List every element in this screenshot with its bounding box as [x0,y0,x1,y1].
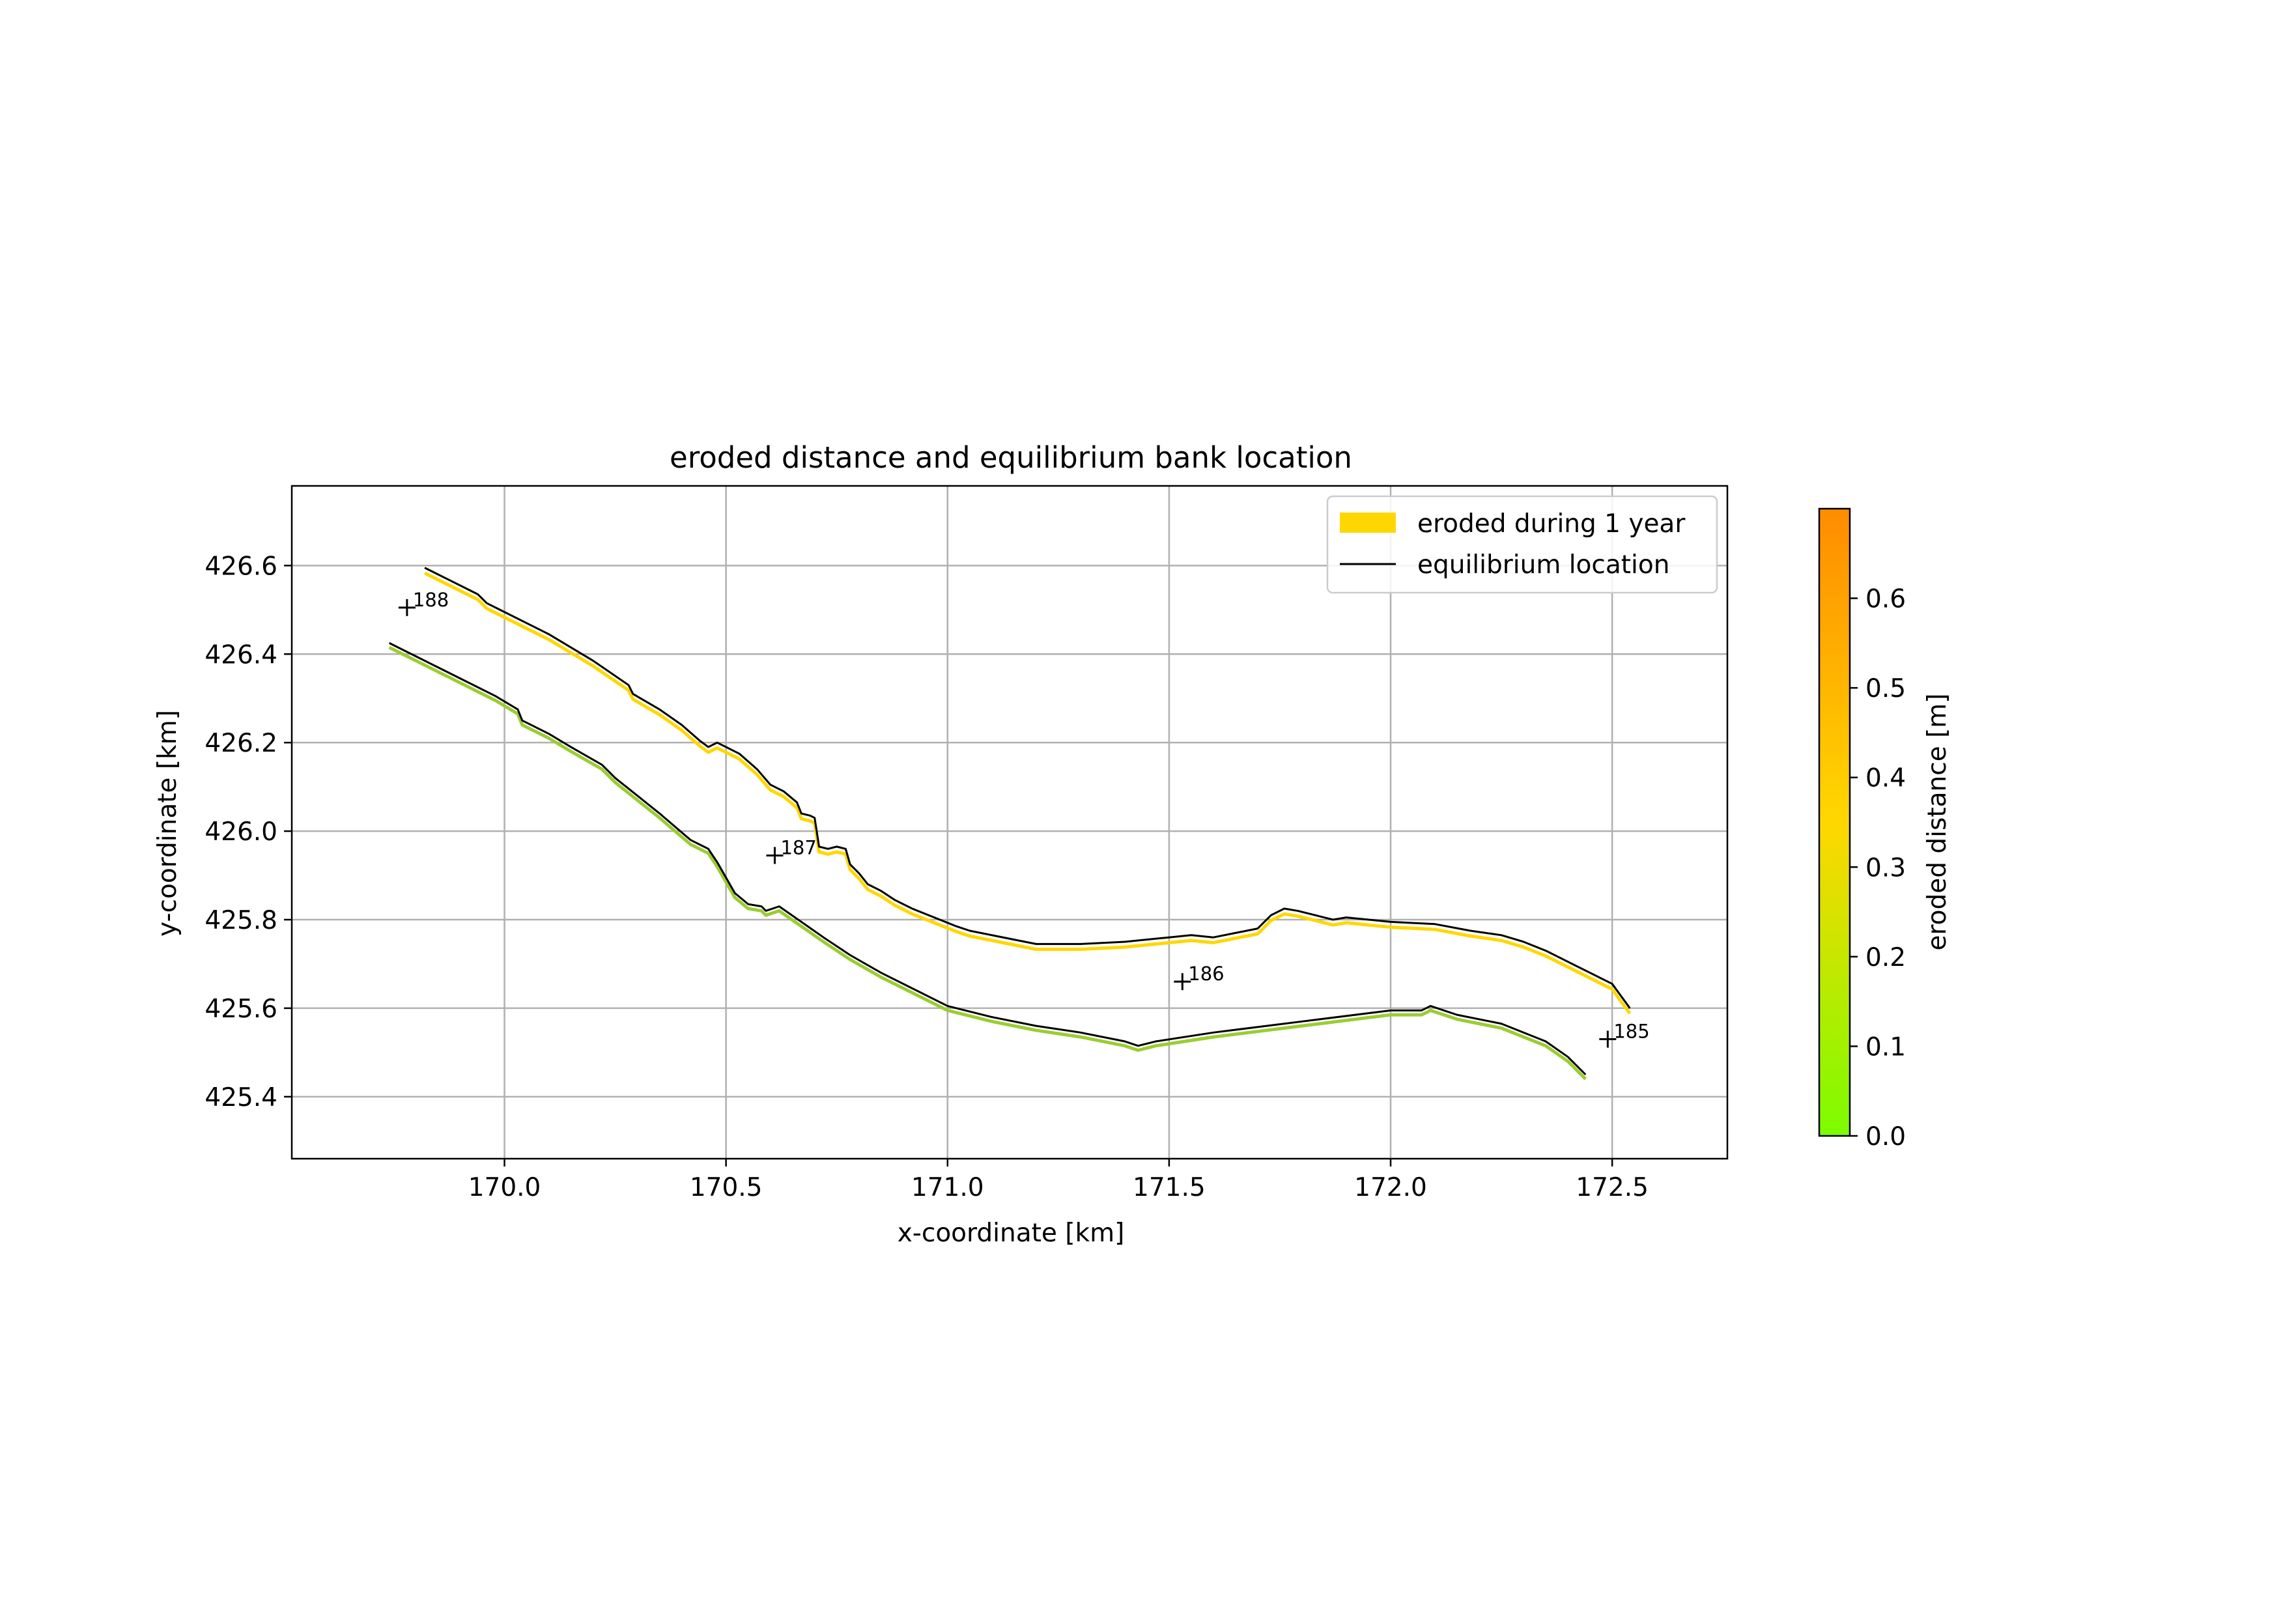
x-axis-ticks: 170.0 170.5 171.0 171.5 172.0 172.5 [468,1159,1649,1202]
x-tick-label: 172.0 [1354,1173,1427,1202]
colorbar-tick-label: 0.4 [1865,764,1906,793]
x-tick-label: 171.5 [1133,1173,1206,1202]
colorbar-scale [1818,507,1851,1137]
y-tick-label: 426.0 [205,817,277,847]
y-tick-label: 426.2 [205,729,277,758]
legend-patch-eroded [1340,513,1396,533]
legend-label-eroded: eroded during 1 year [1417,509,1686,539]
grid [292,486,1727,1159]
colorbar-tick-label: 0.0 [1865,1122,1906,1152]
colorbar-tick-label: 0.1 [1865,1032,1906,1062]
y-tick-label: 426.4 [205,640,277,670]
colorbar: 0.0 0.1 0.2 0.3 0.4 0.5 0.6 eroded distance [m… [1818,507,1952,1152]
x-tick-label: 172.5 [1576,1173,1649,1202]
chart-title: eroded distance and equilibrium bank loc… [670,440,1352,475]
y-tick-label: 426.6 [205,552,277,581]
legend-frame [1326,495,1718,594]
y-tick-label: 425.6 [205,995,277,1024]
plot-series [388,567,1632,1081]
x-axis-label: x-coordinate [km] [898,1219,1125,1248]
equilibrium-bank-line-2 [388,642,1587,1075]
marker-label: 186 [1188,963,1224,985]
y-tick-label: 425.4 [205,1083,277,1112]
x-tick-label: 171.0 [911,1173,984,1202]
colorbar-tick-label: 0.2 [1865,943,1906,972]
bank-markers: 188 187 186 185 [398,589,1650,1048]
marker-label: 188 [413,589,449,611]
marker-label: 187 [780,836,816,858]
legend: eroded during 1 year equilibrium locatio… [1326,495,1718,594]
y-axis-ticks: 425.4 425.6 425.8 426.0 426.2 426.4 426.6 [205,552,292,1112]
legend-label-equilibrium: equilibrium location [1417,550,1669,580]
marker-label: 185 [1613,1021,1649,1043]
y-axis-label: y-coordinate [km] [153,710,182,937]
colorbar-tick-label: 0.5 [1865,674,1906,703]
x-tick-label: 170.5 [690,1173,763,1202]
colorbar-tick-label: 0.3 [1865,853,1906,883]
eroded-bank-line-2 [388,645,1587,1081]
plot-frame [291,485,1729,1160]
colorbar-ticks: 0.0 0.1 0.2 0.3 0.4 0.5 0.6 [1850,585,1906,1152]
x-tick-label: 170.0 [468,1173,541,1202]
colorbar-label: eroded distance [m] [1923,693,1952,950]
colorbar-tick-label: 0.6 [1865,585,1906,614]
equilibrium-bank-line-1 [424,567,1631,1009]
eroded-bank-line-1 [423,571,1632,1015]
y-tick-label: 425.8 [205,906,277,935]
